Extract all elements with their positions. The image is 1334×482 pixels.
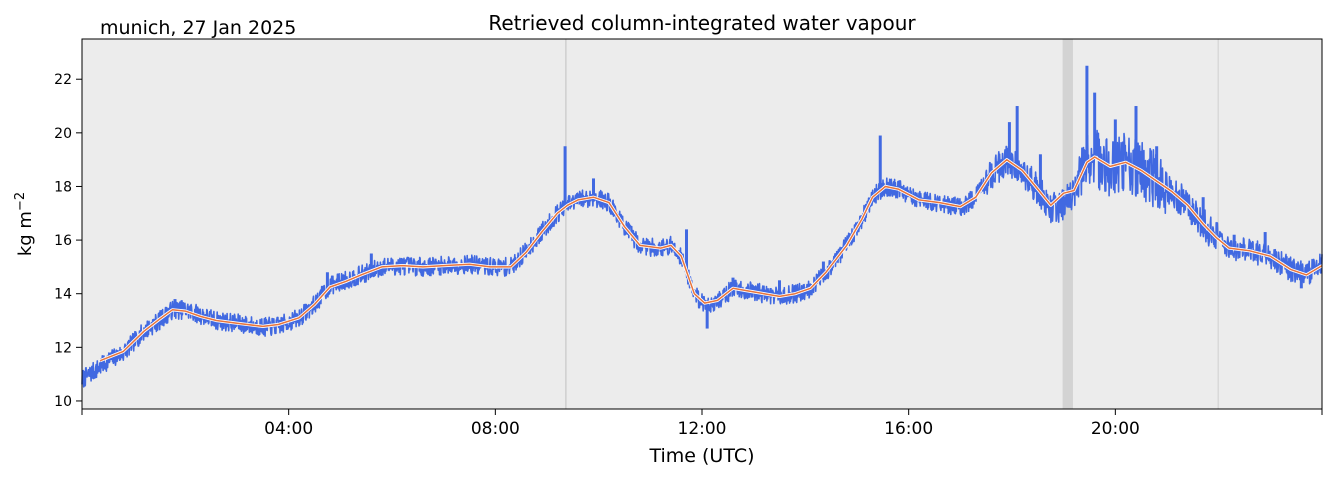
smoothed-series — [99, 155, 1323, 363]
y-tick-label-5: 20 — [54, 126, 72, 142]
x-tick-label-2: 12:00 — [678, 419, 727, 439]
x-tick-label-1: 08:00 — [471, 419, 520, 439]
x-tick-label-0: 04:00 — [264, 419, 313, 439]
shaded-interval-0 — [565, 39, 567, 409]
plot-area — [82, 39, 1322, 409]
x-axis-ticks: 04:00 08:00 12:00 16:00 20:00 — [81, 409, 1323, 439]
x-axis-label: Time (UTC) — [648, 445, 754, 467]
y-axis-label-exponent: −2 — [13, 192, 28, 211]
chart-subtitle: munich, 27 Jan 2025 — [100, 17, 296, 39]
y-axis-ticks: 10 12 14 16 18 20 22 — [54, 72, 82, 410]
y-tick-label-0: 10 — [54, 394, 72, 410]
smoothed-series-line — [99, 156, 1323, 362]
chart-title: Retrieved column-integrated water vapour — [488, 11, 916, 35]
x-tick-label-3: 16:00 — [884, 419, 933, 439]
y-axis-label: kg m−2 — [13, 192, 36, 256]
y-tick-label-3: 16 — [54, 233, 72, 249]
y-tick-label-2: 14 — [54, 287, 72, 303]
y-tick-label-6: 22 — [54, 72, 72, 88]
y-tick-label-1: 12 — [54, 340, 72, 356]
y-tick-label-4: 18 — [54, 179, 72, 195]
shaded-interval-1 — [1062, 39, 1073, 409]
y-axis-label-unit: kg m — [15, 211, 36, 256]
x-tick-label-4: 20:00 — [1091, 419, 1140, 439]
